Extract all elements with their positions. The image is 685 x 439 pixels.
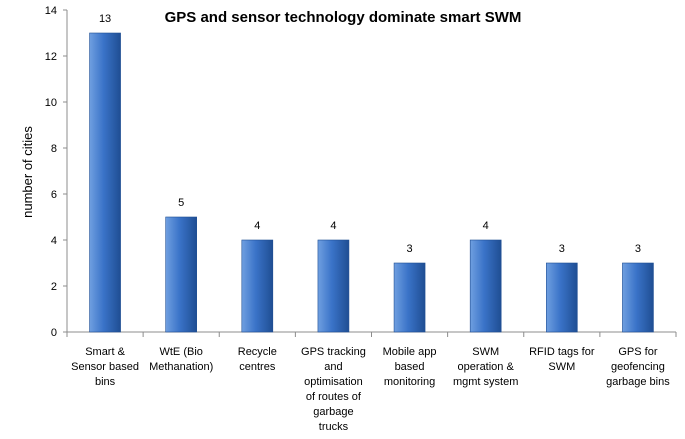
category-label: RFID tags for SWM (529, 346, 595, 373)
bar (469, 239, 502, 333)
category-labels: Smart & Sensor based bins WtE (Bio Methanati… (71, 346, 670, 433)
chart-title: GPS and sensor technology dominate smart… (165, 9, 522, 26)
bar (622, 262, 654, 333)
data-label: 4 (483, 220, 489, 232)
category-label: GPS for geofencing garbage bins (606, 346, 670, 388)
y-tick-label: 2 (51, 281, 57, 293)
data-label: 3 (635, 243, 641, 255)
bar (89, 32, 121, 333)
bar (546, 262, 578, 333)
category-label: Mobile app based monitoring (383, 346, 437, 388)
y-tick-label: 14 (45, 5, 57, 17)
y-tick-label: 6 (51, 189, 57, 201)
bar (317, 239, 350, 333)
y-tick-label: 8 (51, 143, 57, 155)
axes: 0 2 4 6 8 10 12 14 (45, 5, 677, 339)
category-label: SWM operation & mgmt system (453, 346, 518, 388)
y-axis-label: number of cities (20, 126, 35, 218)
data-label: 4 (330, 220, 336, 232)
bar (241, 239, 274, 333)
data-label: 5 (178, 197, 184, 209)
category-label: Smart & Sensor based bins (71, 346, 139, 388)
y-tick-label: 12 (45, 51, 57, 63)
data-label: 13 (99, 13, 111, 25)
bars (89, 32, 654, 333)
data-label: 3 (559, 243, 565, 255)
data-label: 4 (254, 220, 260, 232)
y-tick-label: 0 (51, 327, 57, 339)
y-tick-label: 4 (51, 235, 57, 247)
category-label: GPS tracking and optimisation of routes of g… (301, 346, 366, 433)
data-labels: 13 5 4 4 3 4 3 3 (99, 13, 641, 255)
category-label: WtE (Bio Methanation) (149, 346, 213, 373)
y-tick-label: 10 (45, 97, 57, 109)
category-label: Recycle centres (238, 346, 277, 373)
bar (165, 216, 197, 333)
data-label: 3 (407, 243, 413, 255)
bar (393, 262, 426, 333)
